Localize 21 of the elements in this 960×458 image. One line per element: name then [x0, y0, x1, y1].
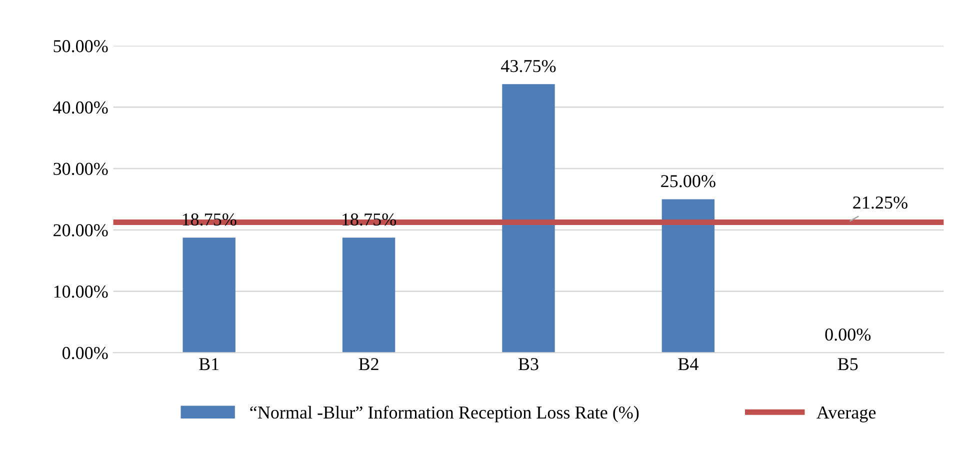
legend-label: Average: [816, 406, 876, 422]
bar: [662, 199, 715, 353]
y-tick-label: 10.00%: [54, 286, 108, 298]
bar: [182, 238, 236, 353]
annotation: 21.25%: [853, 196, 908, 209]
data-label: 25.00%: [661, 175, 716, 188]
y-tick-label: 30.00%: [54, 162, 108, 176]
y-tick-label: 0.00%: [62, 346, 108, 360]
bar: [342, 238, 396, 353]
x-tick-label: B1: [199, 358, 219, 370]
y-tick-label: 40.00%: [53, 101, 108, 114]
x-tick-label: B4: [678, 358, 698, 370]
x-tick-label: B5: [838, 358, 858, 370]
x-tick-label: B2: [358, 358, 378, 370]
y-tick-label: 20.00%: [54, 224, 108, 236]
bar: [502, 84, 555, 353]
x-tick-label: B3: [518, 358, 538, 370]
data-label: 43.75%: [501, 60, 556, 72]
legend-label: “Normal -Blur” Information Reception Loss Rate (%): [250, 406, 639, 422]
y-tick-label: 50.00%: [54, 40, 108, 52]
data-label: 0.00%: [825, 328, 871, 341]
